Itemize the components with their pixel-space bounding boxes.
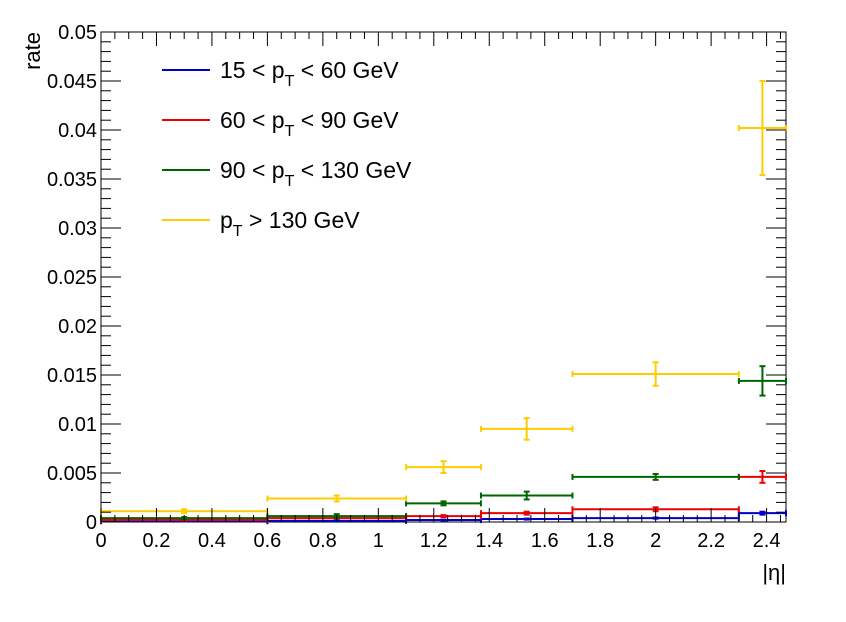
data-point bbox=[405, 513, 482, 520]
x-axis-title: |η| bbox=[762, 560, 786, 585]
x-tick-label: 1.8 bbox=[586, 530, 614, 552]
legend-label-prefix: p bbox=[220, 207, 233, 233]
y-tick-label: 0.02 bbox=[58, 316, 97, 338]
legend-label: pT > 130 GeV bbox=[220, 207, 360, 240]
data-point bbox=[100, 508, 269, 515]
data-point bbox=[737, 80, 787, 177]
data-point bbox=[571, 472, 740, 481]
legend-label-suffix: > 130 GeV bbox=[243, 207, 361, 233]
y-tick-label: 0.01 bbox=[58, 414, 97, 436]
legend-label: 15 < pT < 60 GeV bbox=[220, 57, 399, 90]
data-point bbox=[737, 510, 787, 517]
legend-label-suffix: < 130 GeV bbox=[294, 157, 412, 183]
y-axis-title: rate bbox=[20, 32, 45, 70]
x-tick-label: 2 bbox=[650, 530, 661, 552]
legend-label-subscript: T bbox=[285, 73, 295, 90]
data-point bbox=[737, 365, 787, 397]
legend-label-prefix: 15 < p bbox=[220, 57, 285, 83]
y-tick-label: 0.035 bbox=[47, 169, 97, 191]
data-point bbox=[479, 490, 574, 501]
legend-entry-3: pT > 130 GeV bbox=[162, 207, 360, 240]
legend-label-suffix: < 60 GeV bbox=[294, 57, 399, 83]
series-2 bbox=[100, 365, 787, 522]
x-tick-label: 1.6 bbox=[531, 530, 559, 552]
data-point bbox=[405, 460, 482, 474]
x-tick-label: 2.4 bbox=[753, 530, 781, 552]
legend-label-subscript: T bbox=[285, 173, 295, 190]
data-marks bbox=[100, 80, 787, 525]
data-point bbox=[405, 500, 482, 507]
x-tick-label: 0.4 bbox=[198, 530, 226, 552]
legend-label-subscript: T bbox=[285, 123, 295, 140]
y-tick-label: 0.045 bbox=[47, 71, 97, 93]
x-tick-label: 0.8 bbox=[309, 530, 337, 552]
legend-entry-0: 15 < pT < 60 GeV bbox=[162, 57, 399, 90]
x-tick-label: 1.4 bbox=[475, 530, 503, 552]
legend-label-prefix: 60 < p bbox=[220, 107, 285, 133]
y-tick-label: 0.05 bbox=[58, 22, 97, 44]
legend-label-subscript: T bbox=[233, 223, 243, 240]
x-tick-label: 1 bbox=[373, 530, 384, 552]
legend-entry-2: 90 < pT < 130 GeV bbox=[162, 157, 412, 190]
legend-entry-1: 60 < pT < 90 GeV bbox=[162, 107, 399, 140]
y-tick-label: 0.025 bbox=[47, 267, 97, 289]
y-tick-label: 0.04 bbox=[58, 120, 97, 142]
legend-label: 60 < pT < 90 GeV bbox=[220, 107, 399, 140]
data-point bbox=[479, 417, 574, 441]
data-point bbox=[571, 361, 740, 387]
series-3 bbox=[100, 80, 787, 515]
y-tick-label: 0 bbox=[86, 512, 97, 534]
x-tick-label: 0 bbox=[95, 530, 106, 552]
data-point bbox=[266, 494, 408, 503]
legend-label-suffix: < 90 GeV bbox=[294, 107, 399, 133]
y-tick-label: 0.03 bbox=[58, 218, 97, 240]
y-tick-label: 0.015 bbox=[47, 365, 97, 387]
legend-label: 90 < pT < 130 GeV bbox=[220, 157, 412, 190]
plot-frame bbox=[100, 31, 787, 523]
x-tick-label: 2.2 bbox=[697, 530, 725, 552]
x-tick-label: 0.2 bbox=[143, 530, 171, 552]
x-tick-label: 0.6 bbox=[253, 530, 281, 552]
legend-label-prefix: 90 < p bbox=[220, 157, 285, 183]
x-axis: 0 0.2 0.4 0.6 0.8 1 1.2 1.4 1.6 1.8 2 2.2 2.4 bbox=[95, 32, 781, 552]
y-axis: 0 0.005 0.01 0.015 0.02 0.025 0.03 0.035 0.04 0.0… bbox=[47, 22, 786, 534]
data-point bbox=[737, 470, 787, 484]
y-tick-label: 0.005 bbox=[47, 463, 97, 485]
x-tick-label: 1.2 bbox=[420, 530, 448, 552]
